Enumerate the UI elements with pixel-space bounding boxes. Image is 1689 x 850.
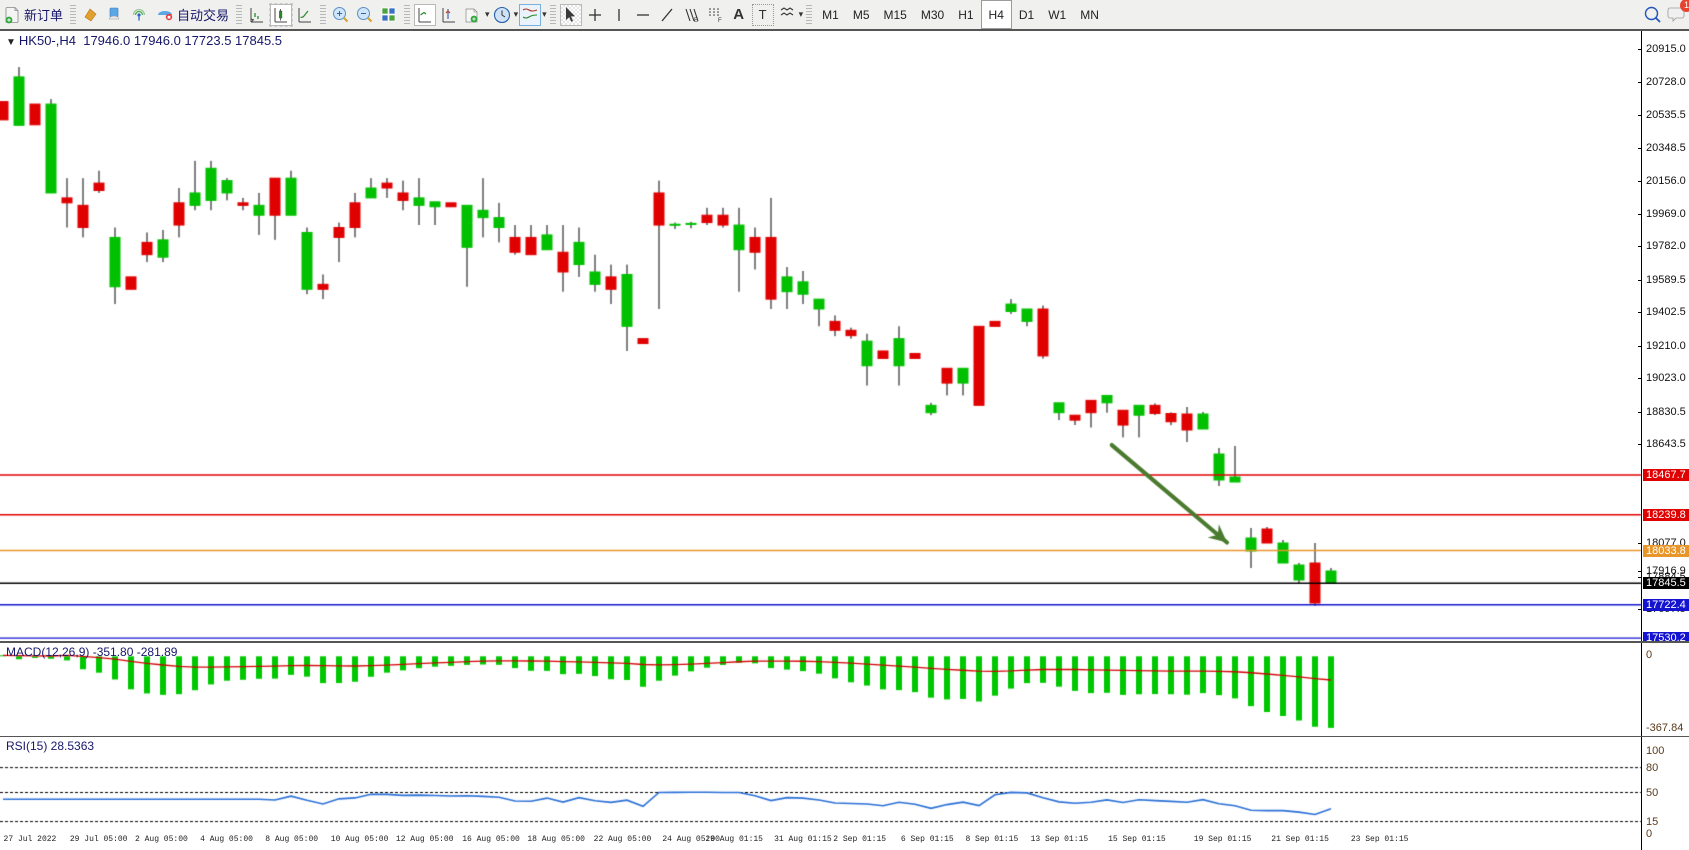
svg-text:F: F [718,18,722,24]
svg-text:E: E [694,18,698,24]
